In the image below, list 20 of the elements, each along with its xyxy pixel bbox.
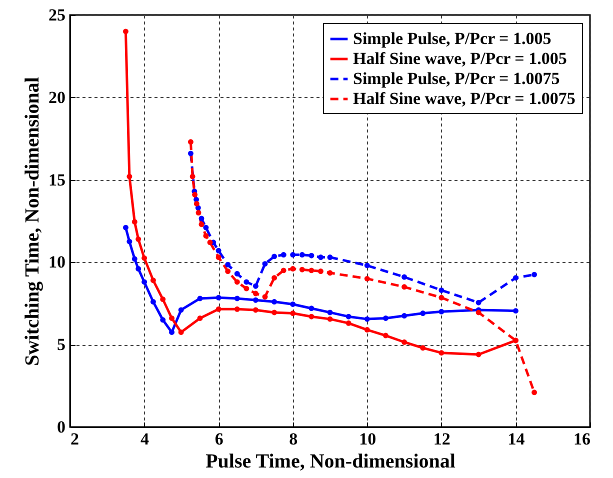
legend-label: Simple Pulse, P/Pcr = 1.005	[353, 29, 552, 48]
x-tick-label: 10	[359, 430, 376, 448]
x-tick-label: 12	[433, 430, 450, 448]
legend-label: Simple Pulse, P/Pcr = 1.0075	[353, 69, 560, 88]
y-tick-label: 5	[57, 335, 66, 354]
y-tick-label: 15	[48, 170, 66, 190]
x-tick-label: 16	[574, 430, 590, 448]
x-tick-label: 2	[70, 430, 79, 448]
legend-label: Half Sine wave, P/Pcr = 1.0075	[353, 89, 576, 108]
x-tick-label: 4	[140, 430, 150, 448]
y-axis-title: Switching Time, Non-dimensional	[22, 76, 44, 366]
y-tick-label: 10	[48, 252, 66, 272]
y-tick-label: 25	[48, 6, 66, 24]
y-tick-label: 0	[57, 418, 66, 436]
x-axis-title: Pulse Time, Non-dimensional	[206, 450, 456, 472]
legend-label: Half Sine wave, P/Pcr = 1.005	[353, 49, 567, 68]
x-tick-label: 14	[508, 430, 526, 448]
y-tick-label: 20	[48, 88, 66, 107]
x-tick-label: 6	[214, 430, 224, 448]
x-tick-label: 8	[289, 430, 298, 448]
